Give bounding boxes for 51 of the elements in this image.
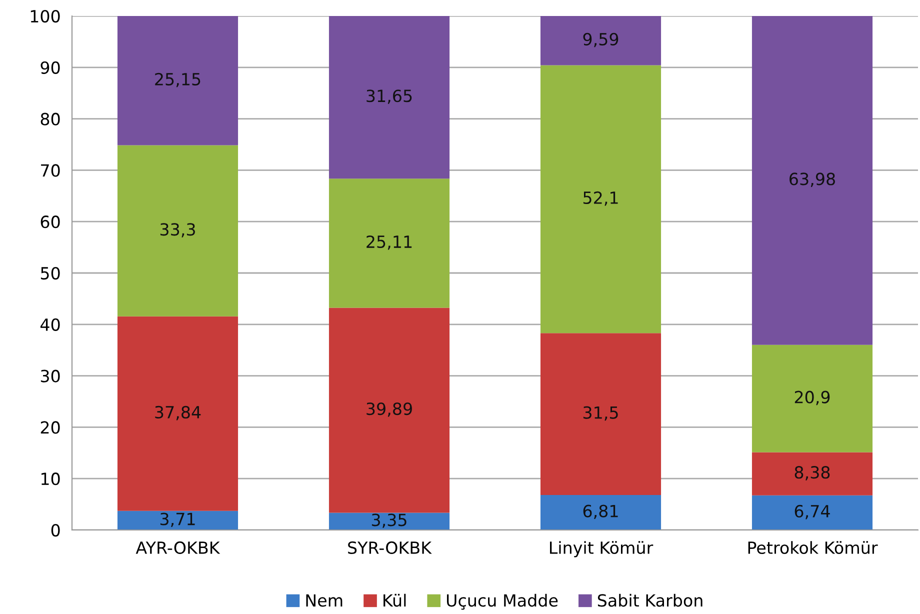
y-tick-label: 60	[40, 216, 60, 228]
bar	[540, 65, 662, 334]
legend-label: Uçucu Madde	[446, 594, 558, 610]
x-tick-label: Petrokok Kömür	[748, 541, 878, 554]
data-label: 6,74	[794, 504, 830, 520]
data-label: 20,9	[794, 390, 830, 406]
bar	[540, 494, 662, 530]
data-label: 9,59	[583, 32, 618, 48]
data-label: 25,15	[155, 72, 200, 88]
bar	[328, 512, 450, 530]
y-tick-label: 100	[30, 10, 60, 23]
data-label: 6,81	[583, 504, 618, 520]
bar	[752, 495, 873, 530]
data-label: 31,5	[583, 406, 618, 421]
x-tick-label: SYR-OKBK	[348, 541, 432, 554]
y-tick-label: 70	[41, 164, 60, 177]
bar	[752, 16, 873, 345]
y-tick-label: 10	[42, 472, 60, 486]
data-label: 8,38	[794, 466, 830, 480]
data-label: 3,35	[372, 514, 406, 528]
y-tick-label: 30	[40, 370, 60, 382]
bar	[117, 16, 238, 146]
y-tick-label: 40	[40, 318, 60, 331]
bar	[117, 145, 238, 316]
data-label: 63,98	[790, 172, 835, 187]
bar	[328, 16, 450, 179]
data-label: 37,84	[155, 406, 201, 420]
data-label: 39,89	[366, 402, 412, 417]
legend-label: Sabit Karbon	[598, 594, 702, 607]
bar	[328, 308, 450, 513]
x-tick-label: Linyit Kömür	[550, 541, 654, 558]
y-tick-label: 80	[40, 112, 60, 126]
y-tick-label: 50	[40, 266, 60, 280]
y-tick-label: 0	[51, 524, 60, 537]
y-tick-label: 90	[40, 61, 60, 74]
y-tick-label: 20	[40, 421, 60, 434]
data-label: 3,71	[160, 512, 195, 527]
data-label: 31,65	[366, 90, 412, 104]
data-label: 52,1	[583, 191, 618, 206]
data-label: 25,11	[366, 235, 412, 250]
legend-label: Kül	[384, 594, 406, 607]
x-tick-label: AYR-OKBK	[136, 541, 220, 554]
legend-label: Nem	[306, 594, 342, 607]
bar	[540, 333, 662, 495]
bar	[752, 452, 873, 496]
bar	[752, 344, 873, 452]
bar	[328, 178, 450, 308]
bar	[540, 16, 662, 66]
data-label: 33,3	[160, 223, 195, 238]
bar	[117, 510, 238, 530]
bar	[117, 316, 238, 511]
